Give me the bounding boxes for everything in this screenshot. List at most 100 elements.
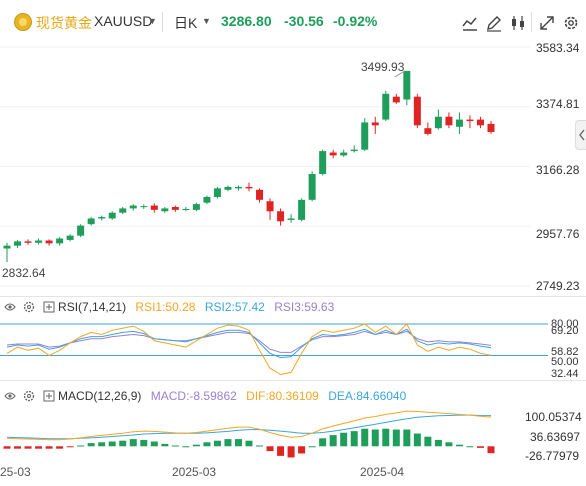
rsi-tick: 69.20	[551, 325, 579, 337]
macd-histogram-bar	[245, 440, 253, 447]
instrument-name[interactable]: 现货黄金	[36, 15, 92, 31]
expand-icon[interactable]	[43, 390, 55, 402]
period-dropdown-icon[interactable]: ▼	[202, 16, 211, 26]
candle-body	[245, 186, 253, 189]
candle-body	[45, 240, 53, 244]
candle-body	[77, 225, 85, 236]
high-marker-label: 3499.93	[361, 60, 405, 74]
candle-body	[487, 123, 495, 132]
macd-histogram-bar	[150, 441, 158, 447]
macd-histogram-bar	[361, 428, 369, 447]
candle-body	[24, 241, 32, 243]
candle-body	[35, 240, 43, 243]
macd-histogram-bar	[329, 435, 337, 447]
candle-body	[161, 208, 169, 212]
macd-histogram-bar	[371, 429, 379, 447]
eye-icon[interactable]	[4, 390, 16, 402]
candle-body	[466, 119, 474, 122]
candle-body	[87, 218, 95, 225]
eye-icon[interactable]	[4, 301, 16, 313]
macd-chart[interactable]	[0, 404, 586, 464]
rsi-legend: RSI(7,14,21) RSI1:50.28 RSI2:57.42 RSI3:…	[4, 300, 334, 314]
macd-histogram-bar	[119, 440, 127, 447]
y-tick: 2749.23	[536, 279, 580, 293]
candle-body	[403, 70, 411, 100]
dif-value: DIF:80.36109	[246, 389, 319, 403]
candle-body	[277, 211, 285, 222]
macd-histogram-bar	[56, 446, 64, 449]
macd-histogram-bar	[382, 428, 390, 447]
y-tick: 3583.34	[536, 41, 580, 55]
macd-histogram-bar	[277, 446, 285, 456]
chevron-left-icon	[579, 129, 585, 141]
indicator-icon[interactable]	[461, 14, 479, 32]
candle-type-icon[interactable]	[509, 14, 527, 32]
candle-body	[298, 199, 306, 220]
x-tick: 2025-03	[172, 465, 217, 479]
divider	[0, 380, 586, 381]
candle-body	[182, 208, 190, 210]
draw-icon[interactable]	[485, 14, 503, 32]
candle-body	[256, 189, 264, 200]
rsi-tick: 80.00	[551, 318, 579, 330]
macd-histogram-bar	[35, 446, 43, 449]
divider	[531, 12, 532, 32]
macd-histogram-bar	[192, 444, 200, 447]
gold-coin-icon	[14, 13, 32, 31]
macd-histogram-bar	[108, 441, 116, 447]
candle-body	[192, 204, 200, 210]
macd-histogram-bar	[476, 446, 484, 448]
macd-histogram-bar	[182, 446, 190, 448]
rsi-tick: 50.00	[551, 356, 579, 368]
high-marker-line	[394, 70, 406, 78]
macd-histogram-bar	[66, 446, 74, 448]
divider	[0, 296, 586, 297]
rsi2-value: RSI2:57.42	[204, 300, 265, 314]
y-tick: 2957.76	[536, 227, 580, 241]
macd-tick: 100.05374	[525, 410, 582, 424]
expand-icon[interactable]	[43, 301, 55, 313]
rsi1-value: RSI1:50.28	[135, 300, 196, 314]
gear-icon[interactable]	[23, 301, 35, 313]
macd-histogram-bar	[87, 443, 95, 447]
macd-histogram-bar	[45, 446, 53, 449]
period-selector[interactable]: 日K	[174, 15, 198, 31]
macd-histogram-bar	[403, 429, 411, 447]
macd-histogram-bar	[3, 446, 11, 449]
candle-body	[476, 119, 484, 126]
gear-icon[interactable]	[23, 390, 35, 402]
macd-histogram-bar	[213, 440, 221, 447]
candle-body	[140, 206, 148, 208]
rsi2-line	[6, 328, 492, 359]
instrument-symbol[interactable]: XAUUSD	[94, 13, 153, 29]
rsi-chart[interactable]	[0, 316, 586, 380]
macd-histogram-bar	[298, 446, 306, 454]
candle-body	[3, 245, 11, 249]
macd-histogram-bar	[77, 445, 85, 447]
macd-histogram-bar	[434, 439, 442, 447]
macd-tick: 36.63697	[530, 430, 581, 444]
macd-histogram-bar	[171, 445, 179, 447]
chart-header: 现货黄金 XAUUSD ▼ 日K ▼ 3286.80 -30.56 -0.92%	[0, 0, 586, 44]
macd-histogram-bar	[14, 446, 22, 449]
symbol-dropdown-icon[interactable]: ▼	[148, 16, 157, 26]
fullscreen-icon[interactable]	[538, 14, 556, 32]
candle-body	[361, 122, 369, 150]
macd-histogram-bar	[466, 446, 474, 448]
low-marker-label: 2832.64	[2, 266, 46, 280]
settings-icon[interactable]	[562, 14, 580, 32]
candle-body	[392, 96, 400, 103]
macd-title: MACD(12,26,9)	[58, 389, 142, 403]
candlestick-chart[interactable]	[0, 38, 586, 296]
candle-body	[308, 174, 316, 200]
candle-body	[329, 152, 337, 156]
candle-body	[98, 217, 106, 219]
candle-body	[319, 151, 327, 175]
candle-body	[66, 235, 74, 240]
macd-histogram-bar	[392, 429, 400, 447]
rsi3-line	[6, 330, 492, 353]
candle-body	[340, 152, 348, 156]
collapse-panel-button[interactable]	[575, 120, 586, 150]
candle-body	[371, 122, 379, 126]
macd-histogram-bar	[24, 446, 32, 449]
